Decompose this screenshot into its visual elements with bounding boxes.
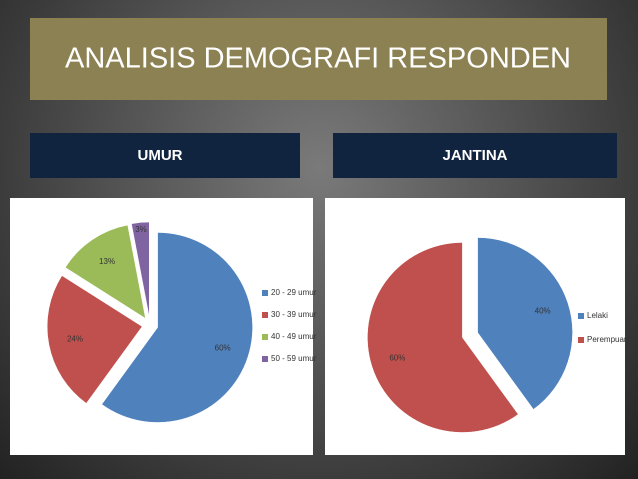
legend-label: Perempuan xyxy=(587,335,628,344)
data-label: 60% xyxy=(215,344,231,353)
legend-label: Lelaki xyxy=(587,311,608,320)
chart-title: UMUR xyxy=(138,147,183,164)
legend-swatch xyxy=(578,313,584,319)
pie-slice xyxy=(131,221,150,318)
title-box xyxy=(30,18,607,100)
legend-swatch xyxy=(262,356,268,362)
legend-label: 20 - 29 umur xyxy=(271,288,317,297)
pie-slice xyxy=(64,224,146,319)
header-bar xyxy=(30,133,300,178)
data-label: 13% xyxy=(99,257,115,266)
data-label: 24% xyxy=(67,334,83,343)
legend-label: 30 - 39 umur xyxy=(271,310,317,319)
pie-slice xyxy=(367,242,519,433)
data-label: 40% xyxy=(535,307,551,316)
legend-label: 50 - 59 umur xyxy=(271,354,317,363)
pie-slice xyxy=(46,275,143,404)
data-label: 3% xyxy=(135,225,147,234)
legend-label: 40 - 49 umur xyxy=(271,332,317,341)
data-label: 60% xyxy=(389,354,405,363)
legend-swatch xyxy=(578,337,584,343)
legend-swatch xyxy=(262,334,268,340)
slide-title: ANALISIS DEMOGRAFI RESPONDEN xyxy=(65,43,571,75)
legend-swatch xyxy=(262,312,268,318)
legend-swatch xyxy=(262,290,268,296)
header-bar xyxy=(333,133,617,178)
pie-slice xyxy=(477,237,573,410)
chart-title: JANTINA xyxy=(442,147,507,164)
pie-slice xyxy=(101,232,253,423)
